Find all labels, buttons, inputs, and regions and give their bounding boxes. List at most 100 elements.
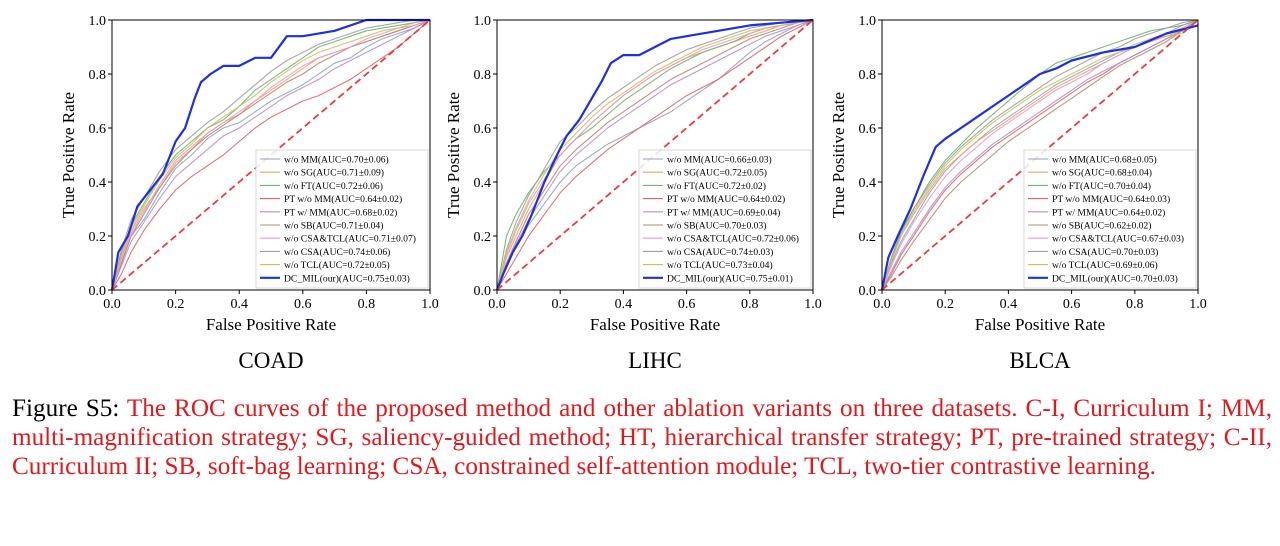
roc-line-1-6	[496, 19, 814, 291]
x-tick-label: 0.0	[873, 297, 891, 312]
y-tick-label: 1.0	[474, 14, 492, 29]
y-tick-label: 1.0	[859, 14, 877, 29]
x-tick-label: 1.0	[421, 297, 439, 312]
roc-panel-lihc: 0.0 0.2 0.4 0.6 0.8 1.0 0.0 0.2 0.4 0.6 0.8 1.0 Fals…	[444, 14, 822, 373]
legend-label: DC_MIL(our)(AUC=0.75±0.01)	[667, 273, 793, 284]
legend-label: w/o TCL(AUC=0.69±0.06)	[1052, 260, 1158, 271]
plot-frame	[496, 19, 814, 291]
plot-frame	[111, 19, 431, 291]
legend-label: PT w/o MM(AUC=0.64±0.03)	[1052, 194, 1170, 205]
y-tick-label: 0.8	[474, 68, 492, 83]
x-tick-label: 0.0	[488, 297, 506, 312]
x-tick-label: 0.2	[551, 297, 569, 312]
legend-label: w/o CSA(AUC=0.70±0.03)	[1052, 247, 1158, 258]
legend-label: PT w/ MM(AUC=0.69±0.04)	[667, 207, 780, 218]
roc-figure: 0.0 0.2 0.4 0.6 0.8 1.0 0.0 0.2 0.4 0.6 0.8 1.0 Fals…	[59, 14, 1207, 373]
x-axis-label: False Positive Rate	[590, 315, 720, 334]
roc-line-2-8	[881, 19, 1199, 291]
roc-line-1-9	[495, 18, 814, 291]
legend-label: w/o CSA&TCL(AUC=0.72±0.06)	[667, 234, 799, 245]
roc-line-0-5	[111, 19, 431, 291]
x-tick-label: 0.4	[230, 297, 248, 312]
roc-line-0-4	[111, 19, 431, 291]
y-tick-label: 0.0	[89, 284, 107, 299]
y-tick-label: 0.6	[859, 122, 877, 137]
roc-line-1-8	[496, 19, 814, 291]
legend-label: w/o FT(AUC=0.72±0.06)	[284, 181, 383, 192]
plot-frame	[881, 19, 1199, 291]
legend-label: w/o SB(AUC=0.71±0.04)	[284, 221, 383, 232]
x-tick-label: 1.0	[804, 297, 822, 312]
roc-line-0-8	[111, 19, 431, 291]
roc-line-0-0	[111, 19, 431, 291]
roc-line-0-2	[111, 19, 431, 291]
y-tick-label: 0.2	[89, 230, 107, 245]
legend-label: w/o TCL(AUC=0.73±0.04)	[667, 260, 773, 271]
legend-label: w/o SG(AUC=0.72±0.05)	[667, 168, 767, 179]
roc-line-2-7	[881, 19, 1199, 291]
x-tick-label: 0.8	[1126, 297, 1144, 312]
chance-line	[496, 19, 814, 291]
x-tick-label: 1.0	[1189, 297, 1207, 312]
roc-line-0-9	[110, 18, 430, 291]
legend-label: w/o FT(AUC=0.72±0.02)	[667, 181, 766, 192]
legend-label: w/o FT(AUC=0.70±0.04)	[1052, 181, 1151, 192]
legend: w/o MM(AUC=0.66±0.03) w/o SG(AUC=0.72±0.0…	[638, 149, 812, 289]
y-tick-label: 0.0	[474, 284, 492, 299]
legend-label: PT w/o MM(AUC=0.64±0.02)	[667, 194, 785, 205]
chance-line	[111, 19, 431, 291]
roc-line-2-4	[881, 19, 1199, 291]
legend-label: DC_MIL(our)(AUC=0.75±0.03)	[284, 273, 410, 284]
x-tick-label: 0.8	[741, 297, 759, 312]
x-tick-label: 0.6	[678, 297, 696, 312]
legend-label: w/o SB(AUC=0.62±0.02)	[1052, 221, 1151, 232]
chance-line	[881, 19, 1199, 291]
x-axis-label: False Positive Rate	[206, 315, 336, 334]
legend: w/o MM(AUC=0.70±0.06) w/o SG(AUC=0.71±0.0…	[255, 149, 429, 289]
legend-label: DC_MIL(our)(AUC=0.70±0.03)	[1052, 273, 1178, 284]
roc-line-2-9	[880, 24, 1199, 291]
caption-text: The ROC curves of the proposed method an…	[12, 395, 1272, 480]
y-axis-label: True Positive Rate	[829, 92, 848, 218]
x-tick-label: 0.8	[358, 297, 376, 312]
legend-box	[255, 149, 429, 289]
legend-box	[1023, 149, 1197, 289]
roc-line-1-3	[496, 19, 814, 291]
roc-line-1-0	[496, 19, 814, 291]
y-tick-label: 0.6	[89, 122, 107, 137]
legend-label: PT w/o MM(AUC=0.64±0.02)	[284, 194, 402, 205]
y-axis-label: True Positive Rate	[59, 92, 78, 218]
y-tick-label: 0.4	[89, 176, 107, 191]
legend-label: w/o CSA(AUC=0.74±0.03)	[667, 247, 773, 258]
legend-label: w/o MM(AUC=0.66±0.03)	[667, 155, 772, 166]
legend-label: PT w/ MM(AUC=0.68±0.02)	[284, 207, 397, 218]
y-tick-label: 0.2	[859, 230, 877, 245]
x-tick-label: 0.0	[103, 297, 121, 312]
legend-box	[638, 149, 812, 289]
x-tick-label: 0.2	[936, 297, 954, 312]
y-tick-label: 0.8	[859, 68, 877, 83]
legend-label: w/o MM(AUC=0.68±0.05)	[1052, 155, 1157, 166]
roc-panel-blca: 0.0 0.2 0.4 0.6 0.8 1.0 0.0 0.2 0.4 0.6 0.8 1.0 Fals…	[829, 14, 1207, 373]
x-tick-label: 0.4	[1000, 297, 1018, 312]
y-tick-label: 0.0	[859, 284, 877, 299]
y-tick-label: 0.6	[474, 122, 492, 137]
y-axis-label: True Positive Rate	[444, 92, 463, 218]
y-tick-label: 0.4	[859, 176, 877, 191]
roc-line-0-7	[111, 19, 430, 291]
chart-title: LIHC	[628, 348, 682, 373]
legend-label: w/o CSA(AUC=0.74±0.06)	[284, 247, 390, 258]
roc-line-2-5	[881, 19, 1199, 291]
roc-line-2-2	[881, 19, 1199, 291]
chart-title: BLCA	[1009, 348, 1071, 373]
legend-label: PT w/ MM(AUC=0.64±0.02)	[1052, 207, 1165, 218]
roc-panel-coad: 0.0 0.2 0.4 0.6 0.8 1.0 0.0 0.2 0.4 0.6 0.8 1.0 Fals…	[59, 14, 439, 373]
roc-line-1-7	[496, 19, 813, 291]
figure-caption: Figure S5: The ROC curves of the propose…	[12, 394, 1272, 481]
y-tick-label: 0.4	[474, 176, 492, 191]
x-tick-label: 0.6	[294, 297, 312, 312]
y-tick-label: 0.8	[89, 68, 107, 83]
legend-label: w/o CSA&TCL(AUC=0.67±0.03)	[1052, 234, 1184, 245]
x-tick-label: 0.2	[167, 297, 185, 312]
x-tick-label: 0.6	[1063, 297, 1081, 312]
